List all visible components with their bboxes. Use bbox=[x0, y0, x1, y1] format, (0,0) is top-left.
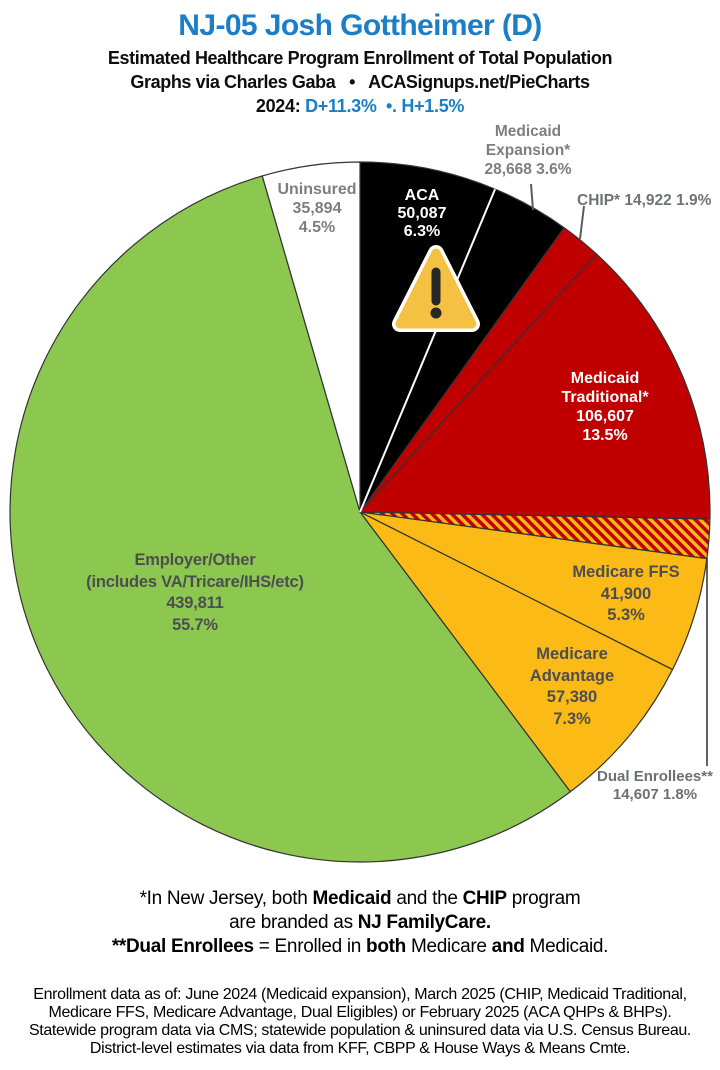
partisan-lean-line: 2024: D+11.3% •. H+1.5% bbox=[255, 96, 465, 116]
pie-slice-aca bbox=[359, 161, 496, 513]
footnote-branding: *In New Jersey, both Medicaid and the CH… bbox=[0, 887, 720, 959]
footnote-branding-line2: are branded as NJ FamilyCare. bbox=[229, 912, 491, 933]
employer-other-label: Employer/Other (includes VA/Tricare/IHS/… bbox=[86, 551, 304, 634]
medicaid-traditional-label: Medicaid Traditional* 106,607 13.5% bbox=[561, 370, 649, 444]
medicaid-expansion-label: Medicaid Expansion* 28,668 3.6% bbox=[484, 123, 572, 178]
chip-label: CHIP* 14,922 1.9% bbox=[577, 192, 712, 209]
pie-slice-employer-other-includes-va-tricare-ihs-etc bbox=[9, 175, 571, 863]
footnote-branding-line1: *In New Jersey, both Medicaid and the CH… bbox=[139, 888, 581, 909]
medicaid-expansion-leader-line bbox=[530, 183, 534, 211]
medicare-ffs-label: Medicare FFS 41,900 5.3% bbox=[572, 563, 680, 624]
footnote-sources: Enrollment data as of: June 2024 (Medica… bbox=[28, 986, 692, 1057]
pie-slice-uninsured bbox=[261, 161, 361, 513]
uninsured-label: Uninsured 35,894 4.5% bbox=[277, 181, 357, 236]
credit-line: Graphs via Charles Gaba • ACASignups.net… bbox=[130, 72, 590, 92]
subtitle: Estimated Healthcare Program Enrollment … bbox=[107, 48, 613, 68]
aca-label: ACA 50,087 6.3% bbox=[397, 187, 447, 240]
pie-slice-medicaid-traditional bbox=[359, 253, 711, 520]
chip-leader-line bbox=[579, 205, 585, 240]
dual-enrollees-label: Dual Enrollees** 14,607 1.8% bbox=[597, 768, 713, 803]
footnote-branding-line3: **Dual Enrollees = Enrolled in both Medi… bbox=[111, 936, 609, 957]
warning-icon bbox=[392, 245, 480, 332]
medicare-advantage-label: Medicare Advantage 57,380 7.3% bbox=[529, 645, 615, 728]
page-title: NJ-05 Josh Gottheimer (D) bbox=[178, 9, 542, 42]
pie-slice-medicare-advantage bbox=[359, 511, 674, 793]
header: NJ-05 Josh Gottheimer (D) Estimated Heal… bbox=[0, 6, 720, 119]
aca-medicaid-expansion-divider bbox=[359, 188, 497, 513]
